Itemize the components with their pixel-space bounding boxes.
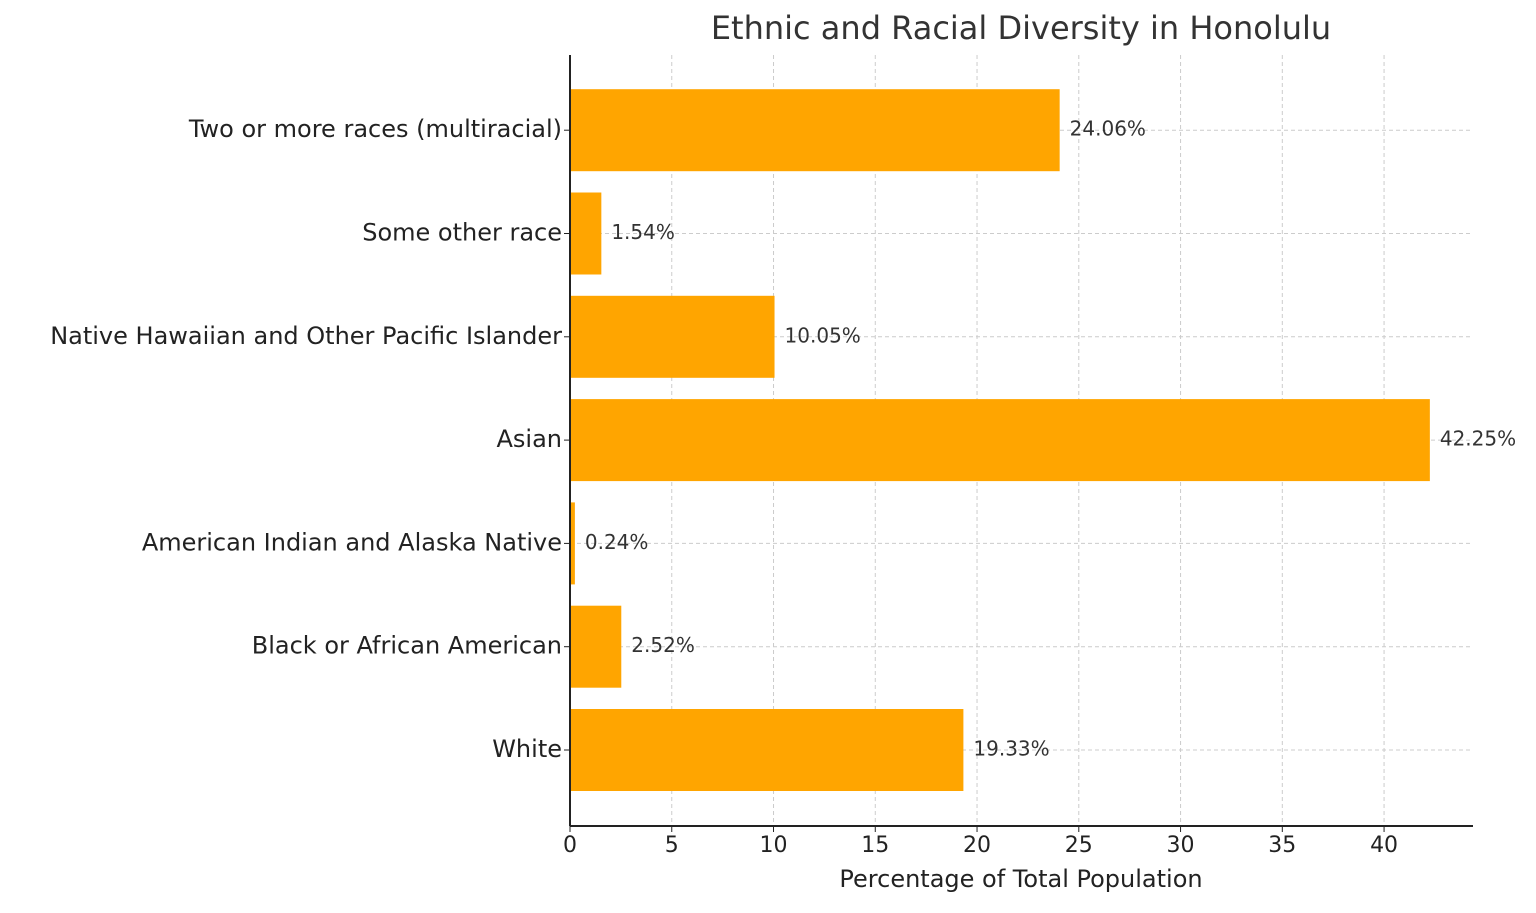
x-tick-label: 5: [665, 833, 679, 858]
value-label: 42.25%: [1440, 427, 1516, 451]
value-label: 1.54%: [611, 220, 675, 244]
value-label: 24.06%: [1070, 117, 1146, 141]
y-tick-label: American Indian and Alaska Native: [142, 528, 562, 556]
y-tick-label: Two or more races (multiracial): [188, 115, 562, 143]
x-tick-label: 10: [760, 833, 788, 858]
bar: [570, 709, 964, 791]
y-tick-label: Some other race: [362, 219, 562, 247]
bar: [570, 89, 1060, 172]
chart-title: Ethnic and Racial Diversity in Honolulu: [711, 9, 1331, 47]
value-label: 19.33%: [973, 737, 1049, 761]
x-tick-label: 20: [963, 833, 991, 858]
bar: [570, 192, 602, 275]
x-axis-label: Percentage of Total Population: [839, 865, 1202, 893]
x-tick-label: 35: [1268, 833, 1296, 858]
bar: [570, 295, 775, 378]
x-tick-label: 0: [563, 833, 577, 858]
bar: [570, 502, 575, 585]
value-label: 10.05%: [785, 323, 861, 347]
y-tick-label: Asian: [496, 425, 562, 453]
x-tick-label: 30: [1167, 833, 1195, 858]
x-tick-label: 25: [1065, 833, 1093, 858]
y-tick-label: Native Hawaiian and Other Pacific Island…: [50, 322, 562, 350]
y-tick-label: Black or African American: [252, 632, 562, 660]
bar: [570, 399, 1430, 482]
value-label: 0.24%: [585, 530, 649, 554]
x-tick-label: 15: [861, 833, 889, 858]
y-tick-label: White: [492, 735, 562, 763]
value-label: 2.52%: [631, 633, 695, 657]
x-tick-label: 40: [1370, 833, 1398, 858]
bar: [570, 605, 622, 688]
